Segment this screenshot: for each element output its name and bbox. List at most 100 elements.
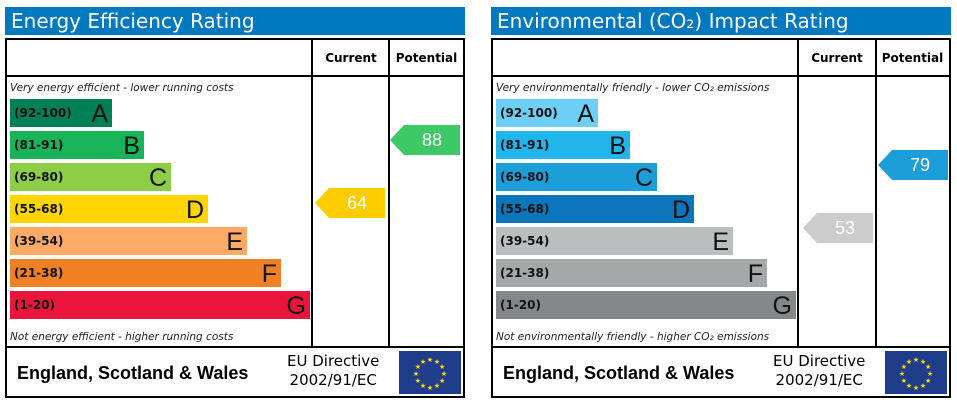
svg-text:★: ★ — [901, 377, 907, 385]
svg-text:★: ★ — [913, 384, 919, 392]
eu-flag-icon: ★ ★ ★ ★ ★ ★ ★ ★ ★ ★ ★ ★ — [399, 351, 461, 394]
column-header-current: Current — [811, 51, 863, 65]
svg-text:★: ★ — [434, 358, 440, 366]
band-e: (39-54) E — [496, 227, 733, 256]
band-range: (92-100) — [14, 106, 72, 120]
current-rating-value: 53 — [834, 218, 856, 238]
svg-text:★: ★ — [413, 370, 419, 378]
bottom-note: Not energy efficient - higher running co… — [10, 331, 234, 343]
band-g: (1-20) G — [496, 291, 796, 320]
band-a: (92-100) A — [496, 99, 598, 128]
region-label: England, Scotland & Wales — [17, 363, 249, 383]
band-letter: C — [148, 164, 167, 192]
current-rating-value: 64 — [346, 193, 368, 213]
footer-divider — [7, 346, 463, 348]
svg-text:★: ★ — [899, 370, 905, 378]
band-letter: G — [286, 292, 306, 320]
band-letter: F — [261, 260, 277, 288]
svg-text:★: ★ — [420, 358, 426, 366]
svg-text:★: ★ — [439, 377, 445, 385]
eu-directive: EU Directive 2002/91/EC — [287, 352, 379, 390]
band-range: (81-91) — [500, 138, 550, 152]
eu-directive: EU Directive 2002/91/EC — [773, 352, 865, 390]
column-divider — [311, 40, 313, 348]
region-label: England, Scotland & Wales — [503, 363, 735, 383]
environmental-impact-panel: Environmental (CO₂) Impact Rating Current… — [491, 0, 953, 404]
svg-text:★: ★ — [925, 377, 931, 385]
svg-text:★: ★ — [913, 356, 919, 364]
footer-divider — [493, 346, 949, 348]
band-range: (55-68) — [14, 202, 64, 216]
band-range: (39-54) — [14, 234, 64, 248]
band-d: (55-68) D — [496, 195, 694, 224]
svg-text:★: ★ — [906, 382, 912, 390]
current-rating-arrow: 64 — [315, 188, 385, 218]
svg-text:★: ★ — [420, 382, 426, 390]
band-c: (69-80) C — [496, 163, 657, 192]
directive-line-1: EU Directive — [287, 352, 380, 370]
potential-rating-arrow: 79 — [878, 150, 948, 180]
band-letter: D — [671, 196, 690, 224]
top-note: Very environmentally friendly - lower CO… — [496, 82, 770, 94]
column-divider — [388, 40, 390, 348]
band-letter: A — [577, 100, 594, 128]
column-divider — [797, 40, 799, 348]
band-range: (55-68) — [500, 202, 550, 216]
band-e: (39-54) E — [10, 227, 247, 256]
band-f: (21-38) F — [10, 259, 281, 288]
chart-title: Environmental (CO₂) Impact Rating — [491, 7, 951, 35]
svg-text:★: ★ — [415, 377, 421, 385]
column-header-potential: Potential — [881, 51, 944, 65]
band-b: (81-91) B — [10, 131, 144, 160]
column-divider — [875, 40, 877, 348]
svg-text:★: ★ — [427, 356, 433, 364]
svg-text:★: ★ — [920, 358, 926, 366]
band-d: (55-68) D — [10, 195, 208, 224]
svg-text:★: ★ — [439, 363, 445, 371]
band-letter: E — [712, 228, 729, 256]
directive-line-2: 2002/91/EC — [775, 371, 863, 389]
directive-line-1: EU Directive — [773, 352, 866, 370]
column-header-potential: Potential — [395, 51, 458, 65]
column-header-current: Current — [325, 51, 377, 65]
svg-text:★: ★ — [906, 358, 912, 366]
svg-text:★: ★ — [427, 384, 433, 392]
band-range: (21-38) — [500, 266, 550, 280]
band-letter: B — [123, 132, 140, 160]
svg-text:★: ★ — [901, 363, 907, 371]
band-letter: F — [747, 260, 763, 288]
band-range: (1-20) — [14, 298, 55, 312]
potential-rating-arrow: 88 — [390, 125, 460, 155]
svg-text:★: ★ — [920, 382, 926, 390]
current-rating-arrow: 53 — [803, 213, 873, 243]
directive-line-2: 2002/91/EC — [289, 371, 377, 389]
band-c: (69-80) C — [10, 163, 171, 192]
band-range: (1-20) — [500, 298, 541, 312]
band-a: (92-100) A — [10, 99, 112, 128]
band-g: (1-20) G — [10, 291, 310, 320]
header-divider — [493, 75, 949, 77]
svg-text:★: ★ — [925, 363, 931, 371]
bottom-note: Not environmentally friendly - higher CO… — [496, 331, 770, 343]
band-range: (81-91) — [14, 138, 64, 152]
header-divider — [7, 75, 463, 77]
band-range: (69-80) — [500, 170, 550, 184]
band-letter: A — [91, 100, 108, 128]
band-letter: D — [185, 196, 204, 224]
chart-title: Energy Efficiency Rating — [5, 7, 465, 35]
potential-rating-value: 88 — [421, 130, 443, 150]
band-letter: B — [609, 132, 626, 160]
svg-text:★: ★ — [434, 382, 440, 390]
band-range: (21-38) — [14, 266, 64, 280]
band-letter: G — [772, 292, 792, 320]
energy-efficiency-panel: Energy Efficiency Rating Current Potential… — [5, 0, 467, 404]
band-letter: C — [634, 164, 653, 192]
eu-flag-icon: ★ ★ ★ ★ ★ ★ ★ ★ ★ ★ ★ ★ — [885, 351, 947, 394]
band-range: (92-100) — [500, 106, 558, 120]
band-range: (39-54) — [500, 234, 550, 248]
band-f: (21-38) F — [496, 259, 767, 288]
band-range: (69-80) — [14, 170, 64, 184]
top-note: Very energy efficient - lower running co… — [10, 82, 234, 94]
band-letter: E — [226, 228, 243, 256]
rating-box: Current Potential Very environmentally fri… — [491, 38, 951, 398]
